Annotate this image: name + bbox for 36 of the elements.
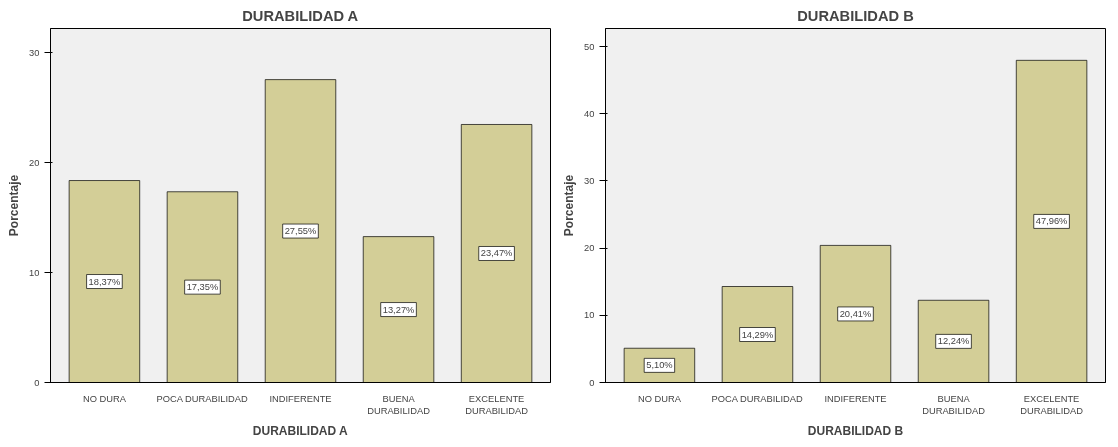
data-label: 20,41% bbox=[839, 308, 872, 319]
data-label: 12,24% bbox=[937, 336, 970, 347]
y-tick-label: 10 bbox=[29, 267, 40, 278]
chart-title: DURABILIDAD B bbox=[797, 7, 914, 24]
y-axis-title: Porcentaje bbox=[562, 174, 577, 237]
x-axis-title: DURABILIDAD B bbox=[807, 423, 904, 438]
y-tick-label: 10 bbox=[584, 310, 595, 321]
data-label: 14,29% bbox=[741, 329, 774, 340]
x-tick-label: EXCELENTE DURABILIDAD bbox=[1020, 393, 1084, 416]
x-tick-label: POCA DURABILIDAD bbox=[156, 393, 249, 404]
x-tick-label: POCA DURABILIDAD bbox=[711, 393, 804, 404]
data-label: 47,96% bbox=[1035, 216, 1068, 227]
y-tick-label: 20 bbox=[584, 243, 595, 254]
y-tick-label: 0 bbox=[34, 377, 40, 388]
y-tick-label: 0 bbox=[589, 377, 595, 388]
chart-title: DURABILIDAD A bbox=[242, 7, 359, 24]
x-tick-label: NO DURA bbox=[637, 393, 682, 404]
data-label: 17,35% bbox=[186, 282, 219, 293]
data-label: 5,10% bbox=[646, 360, 673, 371]
x-tick-label: EXCELENTE DURABILIDAD bbox=[465, 393, 529, 416]
x-tick-label: BUENA DURABILIDAD bbox=[922, 393, 986, 416]
x-tick-label: BUENA DURABILIDAD bbox=[367, 393, 431, 416]
x-axis-title: DURABILIDAD A bbox=[252, 423, 349, 438]
x-tick-label: INDIFERENTE bbox=[269, 393, 332, 404]
y-axis-title: Porcentaje bbox=[7, 174, 22, 237]
data-label: 23,47% bbox=[480, 248, 513, 259]
data-label: 13,27% bbox=[382, 304, 415, 315]
y-tick-label: 30 bbox=[584, 175, 595, 186]
x-tick-label: NO DURA bbox=[82, 393, 127, 404]
y-tick-label: 50 bbox=[584, 41, 595, 52]
y-tick-label: 40 bbox=[584, 108, 595, 119]
data-label: 18,37% bbox=[88, 276, 121, 287]
y-tick-label: 30 bbox=[29, 47, 40, 58]
x-tick-label: INDIFERENTE bbox=[824, 393, 887, 404]
data-label: 27,55% bbox=[284, 226, 317, 237]
y-tick-label: 20 bbox=[29, 157, 40, 168]
